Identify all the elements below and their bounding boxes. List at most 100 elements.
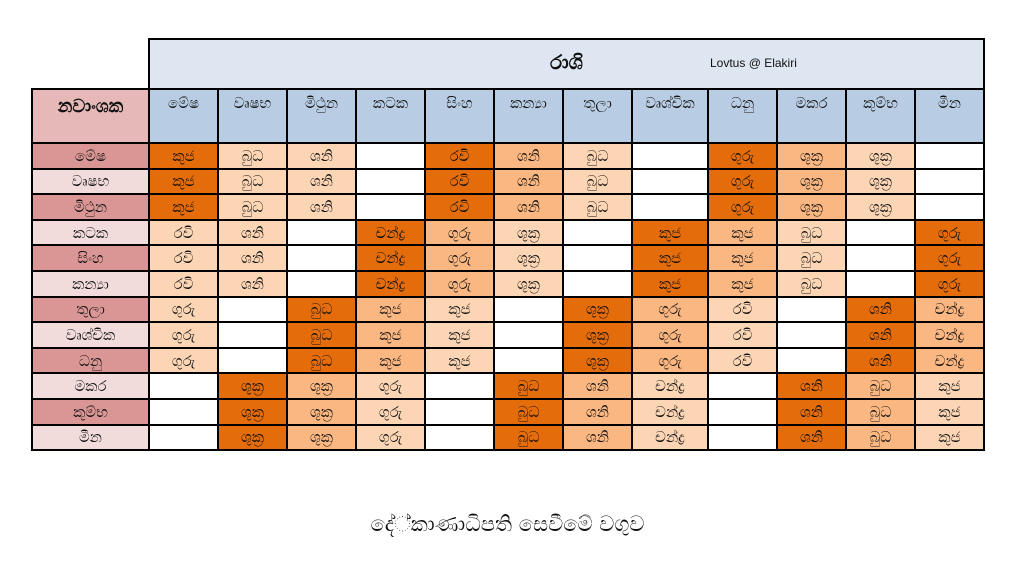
table-cell: චන්ද්‍ර bbox=[631, 372, 709, 400]
table-cell: ශනි bbox=[776, 423, 847, 452]
table-cell: ශුක්‍ර bbox=[776, 142, 847, 170]
table-row: කන්‍යා රවි ශනි චන්ද්‍ර ගුරු ශුක්‍ර කුජ කුජ බුධ ගු… bbox=[31, 269, 985, 298]
table-cell: ගුරු bbox=[914, 269, 985, 298]
table-cell: රවි bbox=[148, 218, 219, 247]
table-cell bbox=[631, 167, 709, 196]
table-cell: ගුරු bbox=[424, 218, 495, 247]
table-cell bbox=[424, 372, 495, 400]
table-cell bbox=[493, 295, 564, 324]
table-row: සිංහ රවි ශනි චන්ද්‍ර ගුරු ශුක්‍ර කුජ කුජ බුධ ගුරු bbox=[31, 244, 985, 272]
table-cell bbox=[286, 218, 357, 247]
table-cell: බුධ bbox=[493, 372, 564, 400]
table-cell: ශුක්‍ර bbox=[286, 397, 357, 426]
table-cell: චන්ද්‍ර bbox=[631, 397, 709, 426]
blank-corner bbox=[32, 39, 149, 89]
row-header: මේෂ bbox=[31, 142, 150, 170]
rasi-title: රාශි bbox=[550, 50, 583, 74]
table-cell: ශනි bbox=[286, 142, 357, 170]
column-header: වෘශ්චික bbox=[631, 88, 709, 144]
table-cell: බුධ bbox=[493, 423, 564, 452]
table-cell bbox=[493, 346, 564, 375]
column-header: සිංහ bbox=[424, 88, 495, 144]
table-cell bbox=[355, 193, 426, 221]
column-header: මේෂ bbox=[148, 88, 219, 144]
table-cell: රවි bbox=[707, 346, 778, 375]
table-cell: බුධ bbox=[776, 244, 847, 272]
table-cell: කුජ bbox=[424, 346, 495, 375]
table-cell bbox=[355, 167, 426, 196]
table-cell: ශුක්‍ර bbox=[286, 423, 357, 452]
table-cell: කුජ bbox=[631, 218, 709, 247]
table-cell: ශුක්‍ර bbox=[493, 269, 564, 298]
table-cell: ශනි bbox=[286, 167, 357, 196]
table-cell: බුධ bbox=[776, 269, 847, 298]
row-header: මකර bbox=[31, 372, 150, 400]
table-cell bbox=[217, 346, 288, 375]
table-cell bbox=[631, 193, 709, 221]
table-cell: ශනි bbox=[493, 193, 564, 221]
table-cell: ගුරු bbox=[424, 244, 495, 272]
table-cell: ශනි bbox=[562, 423, 633, 452]
table-cell: කුජ bbox=[914, 372, 985, 400]
table-cell: ගුරු bbox=[148, 321, 219, 349]
table-cell: බුධ bbox=[562, 142, 633, 170]
column-header: ධනු bbox=[707, 88, 778, 144]
table-cell: කුජ bbox=[631, 269, 709, 298]
table-cell: බුධ bbox=[286, 346, 357, 375]
table-cell: චන්ද්‍ර bbox=[914, 321, 985, 349]
table-row: වෘශ්චික ගුරු බුධ කුජ කුජ ශුක්‍ර ගුරු රවි ශනි චන්ද… bbox=[31, 321, 985, 349]
table-cell bbox=[914, 193, 985, 221]
table-cell: ගුරු bbox=[707, 142, 778, 170]
table-cell: ශුක්‍ර bbox=[217, 397, 288, 426]
table-cell: කුජ bbox=[914, 423, 985, 452]
table-cell: ශනි bbox=[493, 167, 564, 196]
credit-text: Lovtus @ Elakiri bbox=[710, 56, 797, 70]
row-header: වෘශ්චික bbox=[31, 321, 150, 349]
table-row: ධනු ගුරු බුධ කුජ කුජ ශුක්‍ර ගුරු රවි ශනි චන්ද්‍ර bbox=[31, 346, 985, 375]
table-cell bbox=[562, 269, 633, 298]
table-cell: ශුක්‍ර bbox=[217, 372, 288, 400]
table-cell: ශුක්‍ර bbox=[562, 346, 633, 375]
table-cell: ගුරු bbox=[355, 372, 426, 400]
table-cell: චන්ද්‍ර bbox=[914, 295, 985, 324]
table-cell bbox=[424, 397, 495, 426]
table-cell bbox=[845, 269, 916, 298]
table-cell: ශුක්‍ර bbox=[845, 193, 916, 221]
table-cell: කුජ bbox=[148, 167, 219, 196]
column-header: කන්‍යා bbox=[493, 88, 564, 144]
table-cell: චන්ද්‍ර bbox=[355, 269, 426, 298]
table-cell: කුජ bbox=[424, 295, 495, 324]
table-cell: චන්ද්‍ර bbox=[631, 423, 709, 452]
table-cell: ශුක්‍ර bbox=[845, 167, 916, 196]
table-cell: ශනි bbox=[845, 346, 916, 375]
table-cell: ශනි bbox=[286, 193, 357, 221]
table-cell bbox=[707, 372, 778, 400]
table-cell: ශනි bbox=[562, 372, 633, 400]
row-header: මිථුන bbox=[31, 193, 150, 221]
table-cell: චන්ද්‍ර bbox=[355, 244, 426, 272]
table-cell bbox=[148, 423, 219, 452]
table-cell: බුධ bbox=[776, 218, 847, 247]
column-header-row: නවාංශක මේෂ වෘෂභ මිථුන කටක සිංහ කන්‍යා තුලා වෘශ්… bbox=[31, 88, 985, 144]
table-cell: බුධ bbox=[217, 142, 288, 170]
row-header: කුම්භ bbox=[31, 397, 150, 426]
table-row: වෘෂභ කුජ බුධ ශනි රවි ශනි බුධ ගුරු ශුක්‍ර ශුක්‍ර bbox=[31, 167, 985, 196]
row-header: වෘෂභ bbox=[31, 167, 150, 196]
table-row: මකර ශුක්‍ර ශුක්‍ර ගුරු බුධ ශනි චන්ද්‍ර ශනි බුධ කු… bbox=[31, 372, 985, 400]
table-cell: රවි bbox=[148, 269, 219, 298]
table-cell: කුජ bbox=[914, 397, 985, 426]
table-cell: චන්ද්‍ර bbox=[914, 346, 985, 375]
table-cell: බුධ bbox=[562, 167, 633, 196]
table-row: කුම්භ ශුක්‍ර ශුක්‍ර ගුරු බුධ ශනි චන්ද්‍ර ශනි බුධ… bbox=[31, 397, 985, 426]
table-cell: ගුරු bbox=[355, 423, 426, 452]
table-row: මීන ශුක්‍ර ශුක්‍ර ගුරු බුධ ශනි චන්ද්‍ර ශනි බුධ කු… bbox=[31, 423, 985, 452]
table-cell: කුජ bbox=[148, 142, 219, 170]
table-cell: ශුක්‍ර bbox=[493, 244, 564, 272]
table-cell: ශනි bbox=[217, 269, 288, 298]
table-cell: ශුක්‍ර bbox=[776, 167, 847, 196]
table-cell: ගුරු bbox=[148, 295, 219, 324]
table-cell: රවි bbox=[424, 167, 495, 196]
column-header: කටක bbox=[355, 88, 426, 144]
table-row: මේෂ කුජ බුධ ශනි රවි ශනි බුධ ගුරු ශුක්‍ර ශුක්‍ර bbox=[31, 142, 985, 170]
column-header: තුලා bbox=[562, 88, 633, 144]
